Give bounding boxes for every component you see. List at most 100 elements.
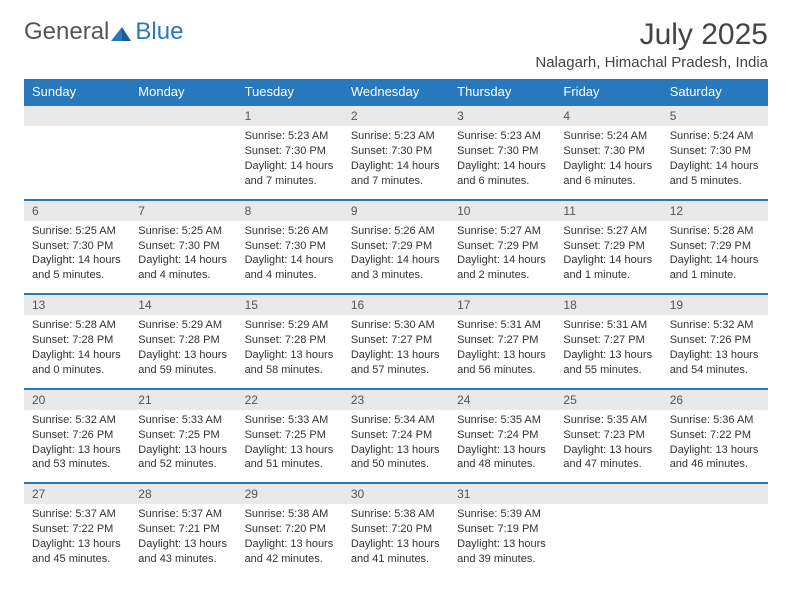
daylight-line: Daylight: 13 hours and 52 minutes. <box>138 443 228 473</box>
daylight-line: Daylight: 13 hours and 48 minutes. <box>457 443 547 473</box>
calendar-day: 27Sunrise: 5:37 AMSunset: 7:22 PMDayligh… <box>24 483 130 577</box>
calendar-day: 30Sunrise: 5:38 AMSunset: 7:20 PMDayligh… <box>343 483 449 577</box>
day-details: Sunrise: 5:27 AMSunset: 7:29 PMDaylight:… <box>555 221 661 293</box>
sunrise-line: Sunrise: 5:23 AM <box>457 129 547 144</box>
calendar-day: 21Sunrise: 5:33 AMSunset: 7:25 PMDayligh… <box>130 389 236 484</box>
day-details: Sunrise: 5:32 AMSunset: 7:26 PMDaylight:… <box>24 410 130 482</box>
day-details: Sunrise: 5:27 AMSunset: 7:29 PMDaylight:… <box>449 221 555 293</box>
daylight-line: Daylight: 13 hours and 42 minutes. <box>245 537 335 567</box>
day-details: Sunrise: 5:31 AMSunset: 7:27 PMDaylight:… <box>449 315 555 387</box>
daylight-line: Daylight: 14 hours and 5 minutes. <box>32 253 122 283</box>
sunrise-line: Sunrise: 5:31 AM <box>563 318 653 333</box>
sunrise-line: Sunrise: 5:29 AM <box>138 318 228 333</box>
daylight-line: Daylight: 13 hours and 59 minutes. <box>138 348 228 378</box>
calendar-week: 6Sunrise: 5:25 AMSunset: 7:30 PMDaylight… <box>24 200 768 295</box>
calendar-day-empty <box>662 483 768 577</box>
day-header: Friday <box>555 79 661 105</box>
day-details: Sunrise: 5:23 AMSunset: 7:30 PMDaylight:… <box>343 126 449 198</box>
day-details: Sunrise: 5:39 AMSunset: 7:19 PMDaylight:… <box>449 504 555 576</box>
sunrise-line: Sunrise: 5:30 AM <box>351 318 441 333</box>
sunset-line: Sunset: 7:30 PM <box>245 144 335 159</box>
daylight-line: Daylight: 13 hours and 39 minutes. <box>457 537 547 567</box>
day-details: Sunrise: 5:25 AMSunset: 7:30 PMDaylight:… <box>24 221 130 293</box>
calendar-day: 8Sunrise: 5:26 AMSunset: 7:30 PMDaylight… <box>237 200 343 295</box>
day-header: Tuesday <box>237 79 343 105</box>
calendar-day: 5Sunrise: 5:24 AMSunset: 7:30 PMDaylight… <box>662 105 768 200</box>
calendar-day: 11Sunrise: 5:27 AMSunset: 7:29 PMDayligh… <box>555 200 661 295</box>
day-details: Sunrise: 5:24 AMSunset: 7:30 PMDaylight:… <box>555 126 661 198</box>
day-details: Sunrise: 5:24 AMSunset: 7:30 PMDaylight:… <box>662 126 768 198</box>
sunset-line: Sunset: 7:29 PM <box>351 239 441 254</box>
calendar-day: 15Sunrise: 5:29 AMSunset: 7:28 PMDayligh… <box>237 294 343 389</box>
daylight-line: Daylight: 13 hours and 43 minutes. <box>138 537 228 567</box>
calendar-day: 28Sunrise: 5:37 AMSunset: 7:21 PMDayligh… <box>130 483 236 577</box>
day-details: Sunrise: 5:37 AMSunset: 7:22 PMDaylight:… <box>24 504 130 576</box>
sunrise-line: Sunrise: 5:32 AM <box>670 318 760 333</box>
sunset-line: Sunset: 7:27 PM <box>457 333 547 348</box>
day-details: Sunrise: 5:37 AMSunset: 7:21 PMDaylight:… <box>130 504 236 576</box>
sunset-line: Sunset: 7:24 PM <box>457 428 547 443</box>
sunset-line: Sunset: 7:28 PM <box>245 333 335 348</box>
daylight-line: Daylight: 14 hours and 0 minutes. <box>32 348 122 378</box>
day-number: 6 <box>24 201 130 221</box>
sunrise-line: Sunrise: 5:35 AM <box>563 413 653 428</box>
day-number: 3 <box>449 106 555 126</box>
calendar-week: 13Sunrise: 5:28 AMSunset: 7:28 PMDayligh… <box>24 294 768 389</box>
sunrise-line: Sunrise: 5:31 AM <box>457 318 547 333</box>
day-details: Sunrise: 5:38 AMSunset: 7:20 PMDaylight:… <box>237 504 343 576</box>
sunrise-line: Sunrise: 5:23 AM <box>351 129 441 144</box>
sunset-line: Sunset: 7:30 PM <box>670 144 760 159</box>
day-details: Sunrise: 5:25 AMSunset: 7:30 PMDaylight:… <box>130 221 236 293</box>
calendar-day: 12Sunrise: 5:28 AMSunset: 7:29 PMDayligh… <box>662 200 768 295</box>
daylight-line: Daylight: 14 hours and 5 minutes. <box>670 159 760 189</box>
logo: General Blue <box>24 18 183 46</box>
sunset-line: Sunset: 7:22 PM <box>670 428 760 443</box>
day-details: Sunrise: 5:35 AMSunset: 7:23 PMDaylight:… <box>555 410 661 482</box>
day-details: Sunrise: 5:28 AMSunset: 7:28 PMDaylight:… <box>24 315 130 387</box>
sunrise-line: Sunrise: 5:37 AM <box>138 507 228 522</box>
sunrise-line: Sunrise: 5:25 AM <box>138 224 228 239</box>
day-details: Sunrise: 5:26 AMSunset: 7:30 PMDaylight:… <box>237 221 343 293</box>
day-number: 23 <box>343 390 449 410</box>
location-subtitle: Nalagarh, Himachal Pradesh, India <box>535 54 768 71</box>
sunrise-line: Sunrise: 5:36 AM <box>670 413 760 428</box>
day-number: 12 <box>662 201 768 221</box>
sunset-line: Sunset: 7:28 PM <box>138 333 228 348</box>
calendar-week: 1Sunrise: 5:23 AMSunset: 7:30 PMDaylight… <box>24 105 768 200</box>
day-details: Sunrise: 5:33 AMSunset: 7:25 PMDaylight:… <box>237 410 343 482</box>
daylight-line: Daylight: 13 hours and 47 minutes. <box>563 443 653 473</box>
sunset-line: Sunset: 7:29 PM <box>670 239 760 254</box>
sunset-line: Sunset: 7:26 PM <box>670 333 760 348</box>
calendar-day: 2Sunrise: 5:23 AMSunset: 7:30 PMDaylight… <box>343 105 449 200</box>
calendar-day: 13Sunrise: 5:28 AMSunset: 7:28 PMDayligh… <box>24 294 130 389</box>
sunset-line: Sunset: 7:30 PM <box>457 144 547 159</box>
sunrise-line: Sunrise: 5:39 AM <box>457 507 547 522</box>
sunrise-line: Sunrise: 5:23 AM <box>245 129 335 144</box>
calendar-day: 20Sunrise: 5:32 AMSunset: 7:26 PMDayligh… <box>24 389 130 484</box>
sunset-line: Sunset: 7:29 PM <box>563 239 653 254</box>
calendar-day: 3Sunrise: 5:23 AMSunset: 7:30 PMDaylight… <box>449 105 555 200</box>
sunrise-line: Sunrise: 5:29 AM <box>245 318 335 333</box>
calendar-day: 9Sunrise: 5:26 AMSunset: 7:29 PMDaylight… <box>343 200 449 295</box>
day-number: 20 <box>24 390 130 410</box>
sunrise-line: Sunrise: 5:28 AM <box>32 318 122 333</box>
sunrise-line: Sunrise: 5:27 AM <box>457 224 547 239</box>
sunrise-line: Sunrise: 5:24 AM <box>670 129 760 144</box>
day-number: 18 <box>555 295 661 315</box>
day-number: 14 <box>130 295 236 315</box>
day-number: 24 <box>449 390 555 410</box>
day-details: Sunrise: 5:29 AMSunset: 7:28 PMDaylight:… <box>130 315 236 387</box>
sunset-line: Sunset: 7:20 PM <box>351 522 441 537</box>
calendar-day: 23Sunrise: 5:34 AMSunset: 7:24 PMDayligh… <box>343 389 449 484</box>
daylight-line: Daylight: 14 hours and 7 minutes. <box>351 159 441 189</box>
daylight-line: Daylight: 13 hours and 54 minutes. <box>670 348 760 378</box>
calendar-day: 31Sunrise: 5:39 AMSunset: 7:19 PMDayligh… <box>449 483 555 577</box>
calendar-day: 18Sunrise: 5:31 AMSunset: 7:27 PMDayligh… <box>555 294 661 389</box>
calendar-day: 6Sunrise: 5:25 AMSunset: 7:30 PMDaylight… <box>24 200 130 295</box>
day-number: 2 <box>343 106 449 126</box>
daylight-line: Daylight: 13 hours and 46 minutes. <box>670 443 760 473</box>
daylight-line: Daylight: 14 hours and 4 minutes. <box>245 253 335 283</box>
day-header: Wednesday <box>343 79 449 105</box>
calendar-week: 27Sunrise: 5:37 AMSunset: 7:22 PMDayligh… <box>24 483 768 577</box>
sunset-line: Sunset: 7:27 PM <box>351 333 441 348</box>
